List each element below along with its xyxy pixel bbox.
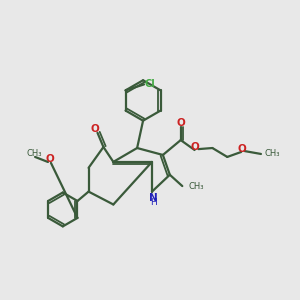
Text: CH₃: CH₃ xyxy=(189,182,204,191)
Text: O: O xyxy=(238,144,246,154)
Text: O: O xyxy=(45,154,54,164)
Text: Cl: Cl xyxy=(145,80,156,89)
Text: O: O xyxy=(190,142,199,152)
Text: O: O xyxy=(176,118,185,128)
Text: H: H xyxy=(150,198,157,207)
Text: O: O xyxy=(91,124,100,134)
Text: CH₃: CH₃ xyxy=(265,149,280,158)
Text: CH₃: CH₃ xyxy=(26,149,42,158)
Text: N: N xyxy=(149,193,158,202)
